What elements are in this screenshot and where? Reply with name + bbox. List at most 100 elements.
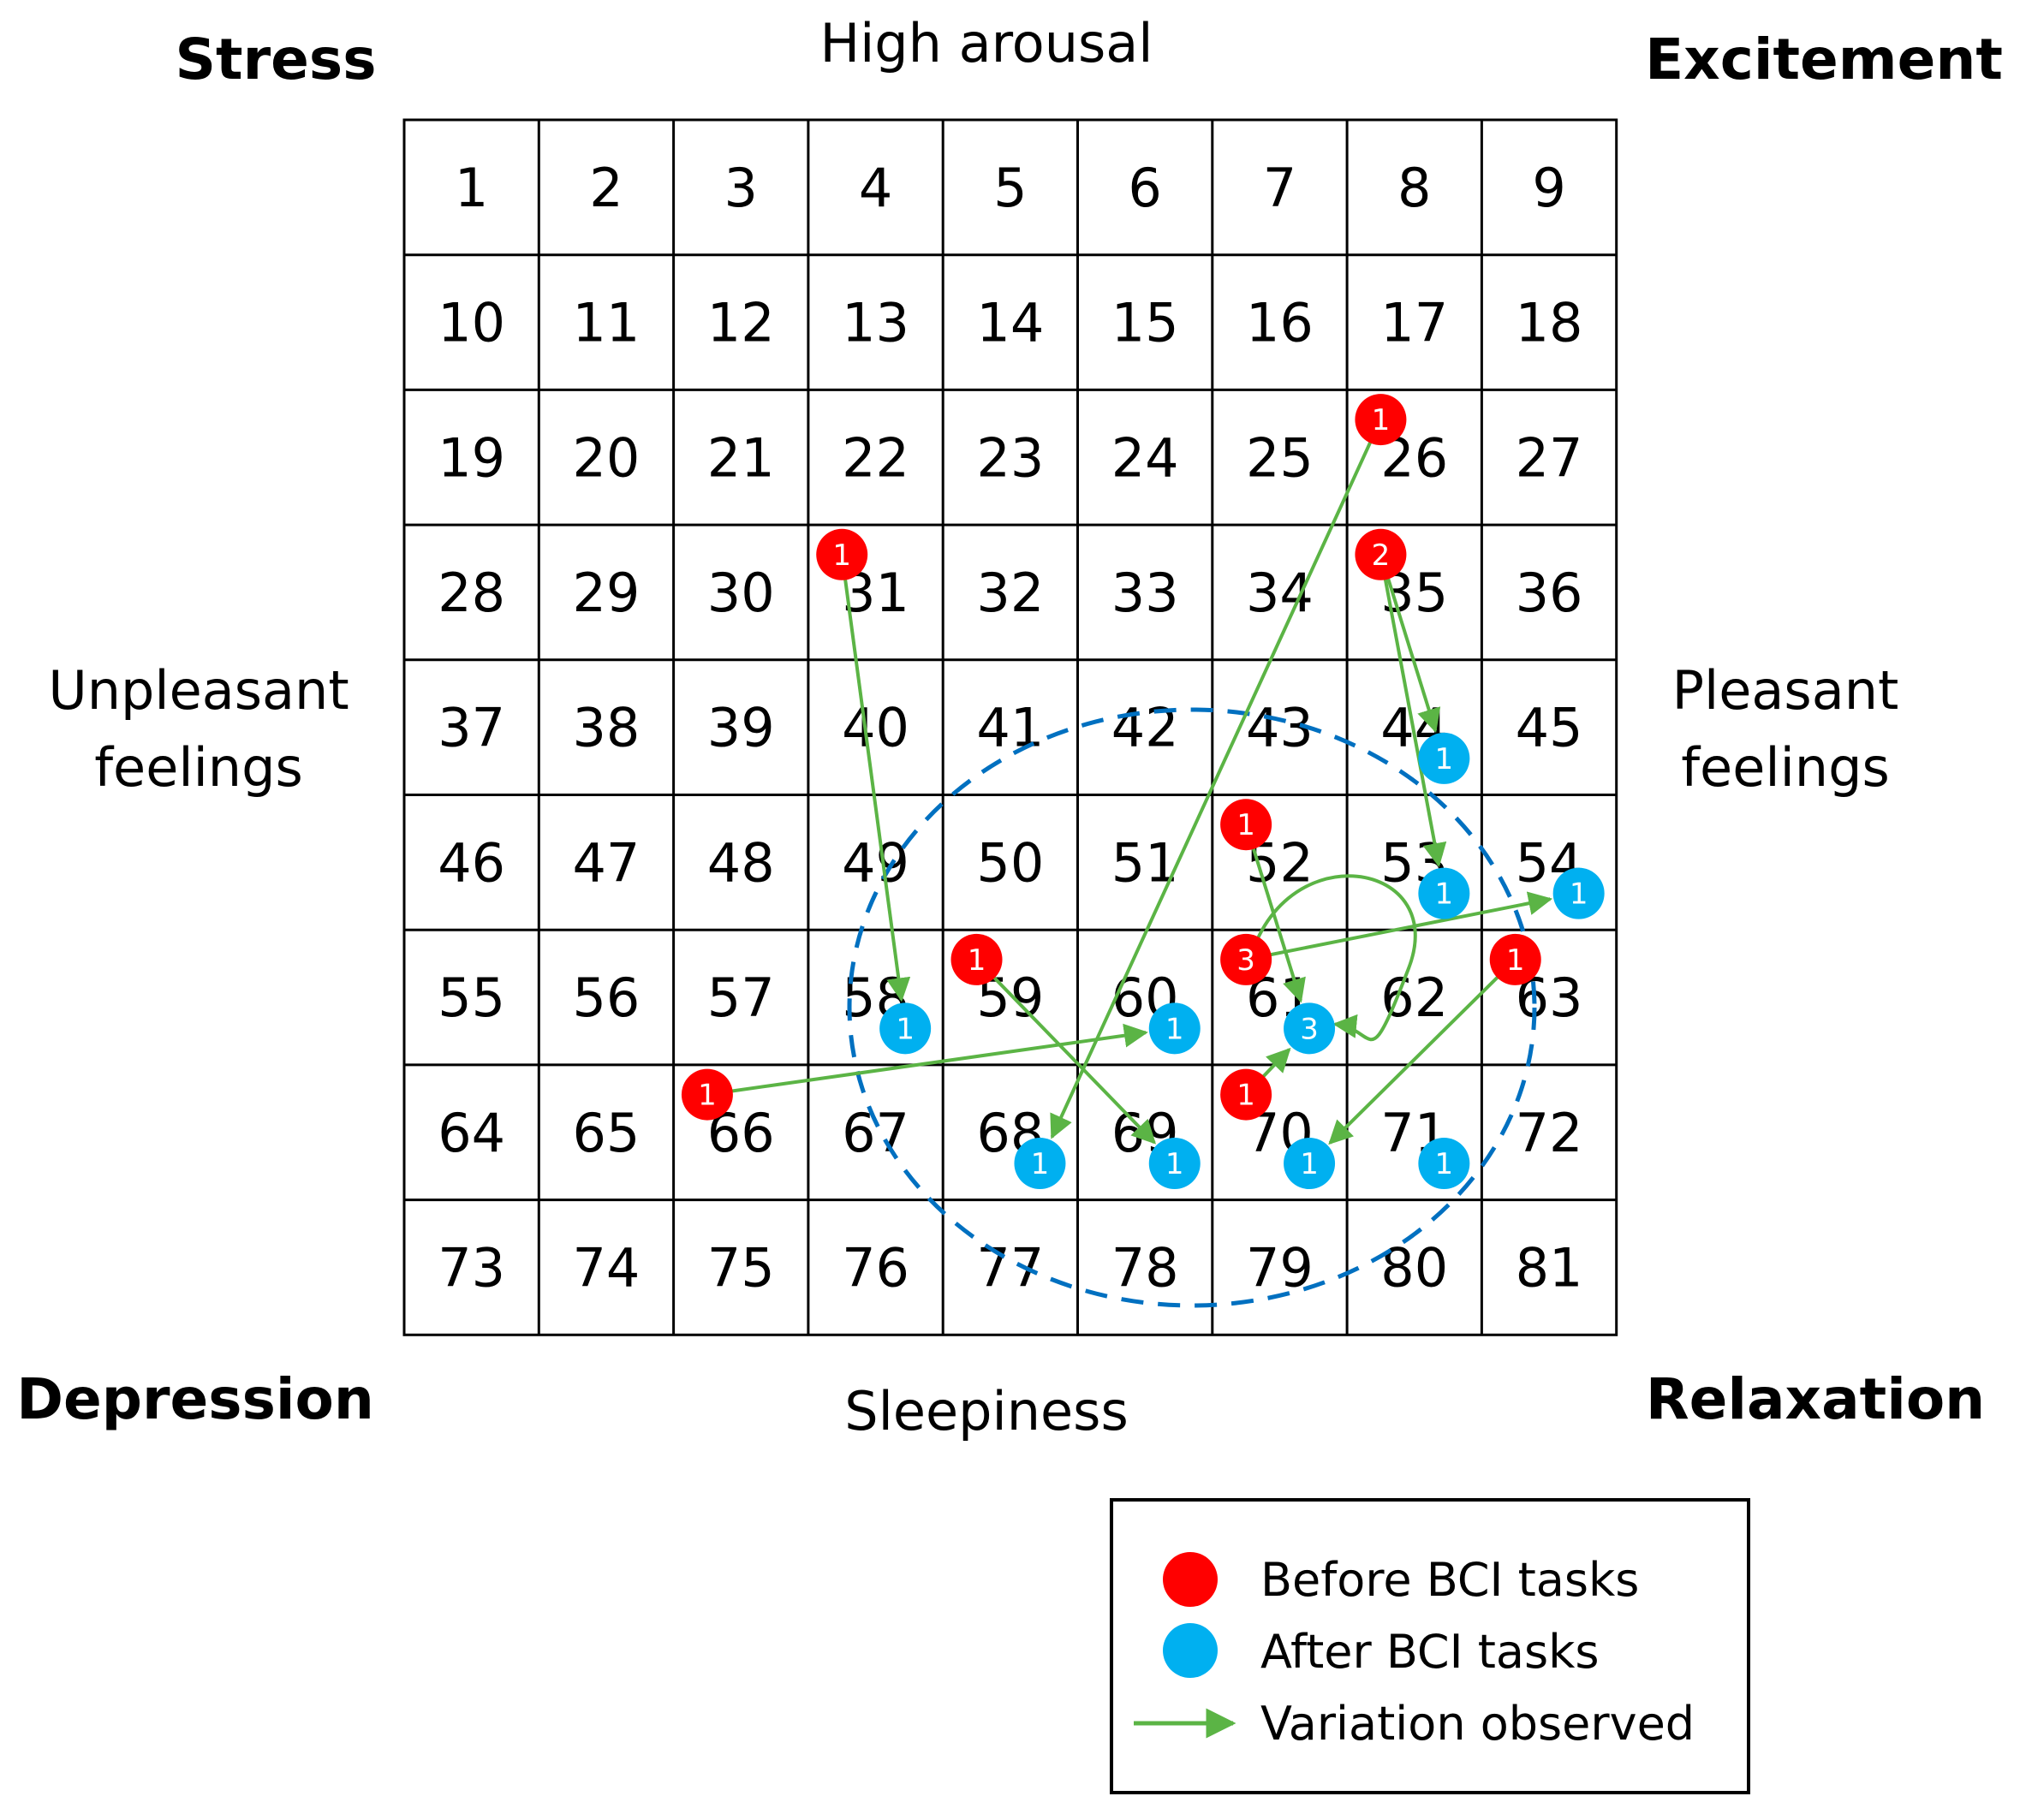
grid-cell-number: 65 [572, 1102, 640, 1164]
grid-cell-number: 1 [455, 157, 488, 219]
after-marker-count: 1 [1435, 877, 1454, 912]
after-marker: 1 [1148, 1002, 1201, 1055]
grid-cell-number: 19 [438, 426, 505, 489]
before-marker-count: 1 [1506, 943, 1525, 978]
before-marker-dot [1489, 933, 1541, 985]
grid-cell-number: 46 [438, 831, 505, 894]
legend-label-after: After BCI tasks [1260, 1625, 1600, 1679]
post-task-cluster [847, 707, 1537, 1308]
after-marker-count: 1 [896, 1012, 915, 1046]
grid-cell-number: 10 [438, 292, 505, 354]
axis-label-sleepiness: Sleepiness [844, 1380, 1129, 1442]
grid-cell-number: 48 [707, 831, 775, 894]
grid-cell-number: 42 [1111, 697, 1179, 759]
grid-cell-number: 2 [589, 157, 623, 219]
grid-cell-number: 4 [859, 157, 892, 219]
grid-cell-number: 8 [1397, 157, 1431, 219]
after-marker: 1 [879, 1002, 932, 1055]
before-marker-dot [1220, 799, 1272, 851]
axis-label-high-arousal: High arousal [819, 12, 1153, 74]
grid-cell-number: 3 [724, 157, 758, 219]
before-marker: 1 [1489, 933, 1541, 985]
variation-arrow [1379, 554, 1441, 734]
before-marker-dot [1355, 528, 1407, 580]
after-marker-dot [1552, 867, 1605, 919]
grid-cell-number: 33 [1111, 562, 1179, 624]
after-marker-count: 1 [1031, 1147, 1050, 1181]
legend-red-dot-icon [1163, 1552, 1218, 1607]
corner-label-stress: Stress [176, 27, 377, 92]
axis-label-unpleasant: Unpleasant [48, 659, 349, 722]
after-marker-count: 1 [1570, 877, 1588, 912]
after-marker-count: 1 [1165, 1147, 1184, 1181]
grid-cell-number: 39 [707, 697, 775, 759]
grid-cell-number: 14 [976, 292, 1044, 354]
legend-label-variation: Variation observed [1260, 1697, 1695, 1751]
grid-cell-number: 24 [1111, 426, 1179, 489]
before-marker-dot [1220, 933, 1272, 985]
state-markers: 11 211 3 11 111 11 1 31 1 1 1 [681, 394, 1605, 1190]
after-marker-count: 1 [1435, 1147, 1454, 1181]
grid-cell-number: 17 [1380, 292, 1448, 354]
after-marker: 1 [1418, 867, 1470, 919]
grid-cell-number: 6 [1128, 157, 1161, 219]
corner-label-relaxation: Relaxation [1646, 1366, 1985, 1432]
before-marker: 1 [1220, 799, 1272, 851]
grid-cell-number: 50 [976, 831, 1044, 894]
before-marker-count: 3 [1236, 943, 1255, 978]
axis-label-pleasant: Pleasant [1672, 659, 1899, 722]
variation-arrow [1244, 874, 1417, 1042]
variation-arrow [840, 554, 911, 1002]
legend-box [1110, 1498, 1750, 1794]
before-marker-dot [950, 933, 1003, 985]
after-marker-dot [1284, 1002, 1336, 1055]
grid-cell-number: 81 [1516, 1236, 1583, 1299]
before-marker: 1 [1355, 394, 1407, 446]
after-marker-count: 1 [1165, 1012, 1184, 1046]
grid-cell-number: 43 [1246, 697, 1314, 759]
after-marker-count: 1 [1435, 742, 1454, 776]
grid-cell-number: 38 [572, 697, 640, 759]
after-marker: 1 [1284, 1138, 1336, 1190]
grid-cell-number: 36 [1516, 562, 1583, 624]
variation-arrow [706, 1023, 1148, 1097]
grid-cell-number: 7 [1263, 157, 1296, 219]
grid-cell-number: 45 [1516, 697, 1583, 759]
legend-label-before: Before BCI tasks [1260, 1553, 1639, 1607]
after-marker: 1 [1418, 1138, 1470, 1190]
grid-cell-number: 5 [993, 157, 1027, 219]
before-marker-count: 1 [1236, 808, 1255, 842]
grid-cell-number: 13 [842, 292, 909, 354]
grid-cell-number: 23 [976, 426, 1044, 489]
grid-cell-number: 41 [976, 697, 1044, 759]
grid-cell-number: 21 [707, 426, 775, 489]
after-marker-dot [879, 1002, 932, 1055]
grid-cell-number: 78 [1111, 1236, 1179, 1299]
before-marker-count: 1 [832, 538, 851, 573]
grid-cell-number: 15 [1111, 292, 1179, 354]
grid-cell-number: 49 [842, 831, 909, 894]
after-marker-dot [1014, 1138, 1066, 1190]
grid-cell-number: 37 [438, 697, 505, 759]
grid-cell-number: 20 [572, 426, 640, 489]
variation-arrow [1050, 419, 1383, 1139]
before-marker-dot [681, 1068, 733, 1121]
grid-cell-number: 32 [976, 562, 1044, 624]
after-marker: 1 [1418, 732, 1470, 784]
variation-arrow [1379, 554, 1447, 867]
grid-cell-number: 73 [438, 1236, 505, 1299]
grid-cell-number: 30 [707, 562, 775, 624]
after-marker-dot [1418, 867, 1470, 919]
variation-arrow [1245, 891, 1553, 961]
grid-cell-number: 64 [438, 1102, 505, 1164]
variation-arrow [975, 958, 1157, 1145]
after-marker-dot [1418, 1138, 1470, 1190]
grid-cell-number: 18 [1516, 292, 1583, 354]
before-marker: 2 [1355, 528, 1407, 580]
grid-cell-number: 16 [1246, 292, 1314, 354]
axis-label-feelings-left: feelings [94, 736, 303, 799]
before-marker-dot [1355, 394, 1407, 446]
grid-cell-number: 34 [1246, 562, 1314, 624]
grid-cell-number: 28 [438, 562, 505, 624]
grid-cell-number: 25 [1246, 426, 1314, 489]
